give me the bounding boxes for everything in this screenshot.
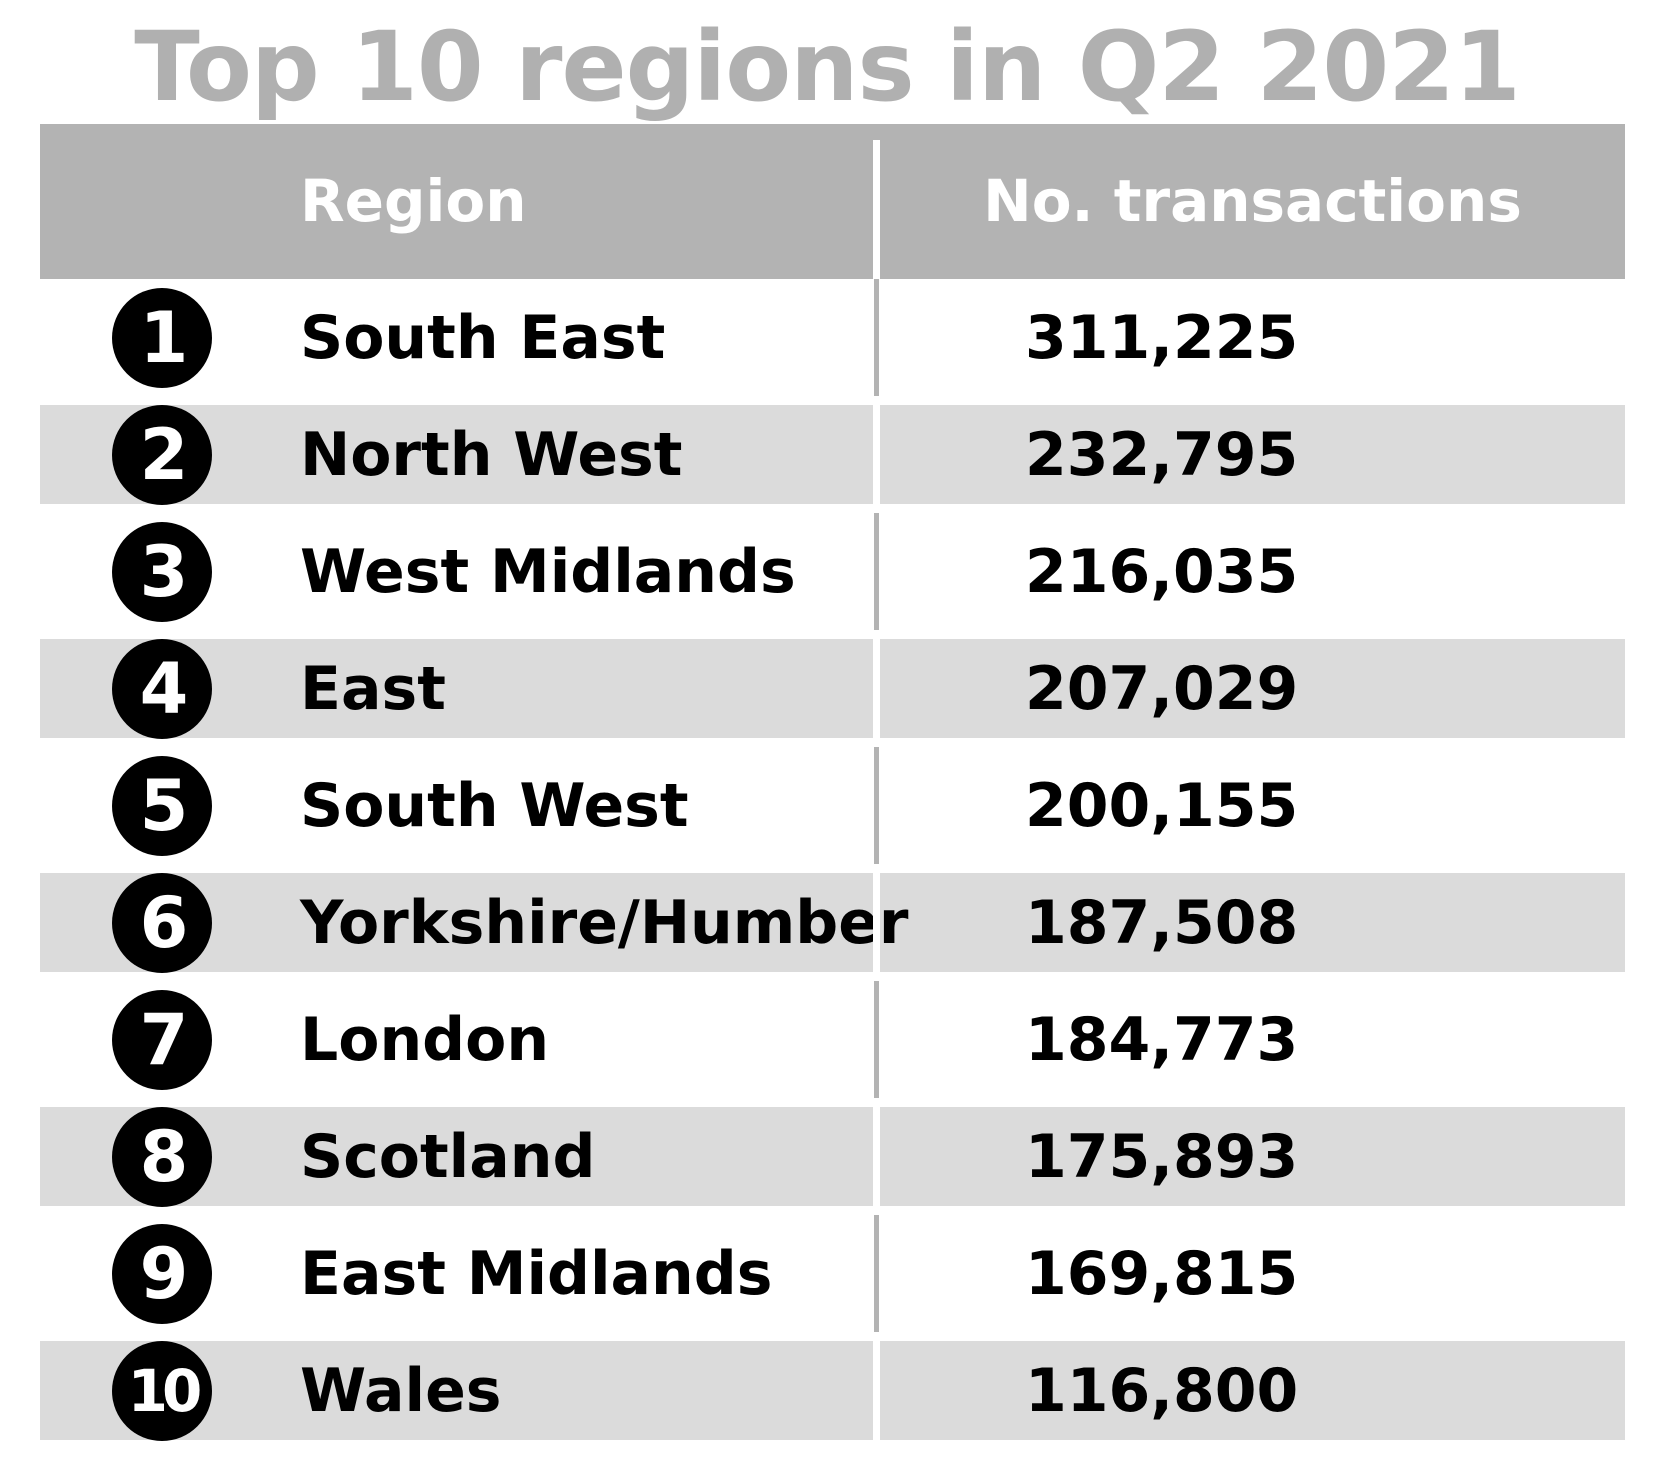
region-cell: East xyxy=(300,653,446,724)
rank-badge: 9 xyxy=(112,1223,212,1324)
region-cell: Wales xyxy=(300,1355,502,1426)
rank-badge: 3 xyxy=(112,521,212,622)
table-row: 1 South East 311,225 xyxy=(40,279,1625,396)
rankings-table: Region No. transactions 1 South East 311,2… xyxy=(40,124,1625,1449)
rank-badge: 7 xyxy=(112,989,212,1090)
table-body: 1 South East 311,225 2 North West 232,795 3 Wes… xyxy=(40,279,1625,1441)
rank-badge: 8 xyxy=(112,1106,212,1207)
column-divider xyxy=(874,747,879,864)
table-row: 8 Scotland 175,893 xyxy=(40,1106,1625,1207)
region-cell: North West xyxy=(300,419,683,490)
table-row: 2 North West 232,795 xyxy=(40,404,1625,505)
transactions-cell: 184,773 xyxy=(1025,1004,1299,1075)
table-row: 3 West Midlands 216,035 xyxy=(40,513,1625,630)
transactions-cell: 311,225 xyxy=(1025,302,1299,373)
transactions-cell: 207,029 xyxy=(1025,653,1299,724)
table-row: 6 Yorkshire/Humber 187,508 xyxy=(40,872,1625,973)
column-divider xyxy=(873,873,880,972)
header-transactions: No. transactions xyxy=(983,167,1522,235)
column-divider xyxy=(874,1215,879,1332)
rank-badge: 5 xyxy=(112,755,212,856)
rank-badge: 1 xyxy=(112,287,212,388)
transactions-cell: 187,508 xyxy=(1025,887,1299,958)
table-row: 9 East Midlands 169,815 xyxy=(40,1215,1625,1332)
rank-badge: 10 xyxy=(112,1340,212,1441)
rank-badge: 4 xyxy=(112,638,212,739)
region-cell: Scotland xyxy=(300,1121,596,1192)
column-divider xyxy=(873,1341,880,1440)
region-cell: London xyxy=(300,1004,550,1075)
chart-title: Top 10 regions in Q2 2021 xyxy=(134,11,1520,123)
region-cell: Yorkshire/Humber xyxy=(300,887,909,958)
rank-badge: 6 xyxy=(112,872,212,973)
column-divider xyxy=(874,279,879,396)
table-row: 10 Wales 116,800 xyxy=(40,1340,1625,1441)
column-divider xyxy=(873,405,880,504)
table-row: 5 South West 200,155 xyxy=(40,747,1625,864)
region-cell: South West xyxy=(300,770,689,841)
header-region: Region xyxy=(300,167,527,235)
table-row: 7 London 184,773 xyxy=(40,981,1625,1098)
header-divider xyxy=(873,140,880,279)
transactions-cell: 216,035 xyxy=(1025,536,1299,607)
table-row: 4 East 207,029 xyxy=(40,638,1625,739)
transactions-cell: 200,155 xyxy=(1025,770,1299,841)
region-cell: West Midlands xyxy=(300,536,796,607)
column-divider xyxy=(873,639,880,738)
transactions-cell: 169,815 xyxy=(1025,1238,1299,1309)
column-divider xyxy=(874,513,879,630)
column-divider xyxy=(874,981,879,1098)
region-cell: South East xyxy=(300,302,666,373)
region-cell: East Midlands xyxy=(300,1238,773,1309)
transactions-cell: 232,795 xyxy=(1025,419,1299,490)
transactions-cell: 175,893 xyxy=(1025,1121,1299,1192)
table-header: Region No. transactions xyxy=(40,124,1625,279)
column-divider xyxy=(873,1107,880,1206)
rank-badge: 2 xyxy=(112,404,212,505)
transactions-cell: 116,800 xyxy=(1025,1355,1299,1426)
